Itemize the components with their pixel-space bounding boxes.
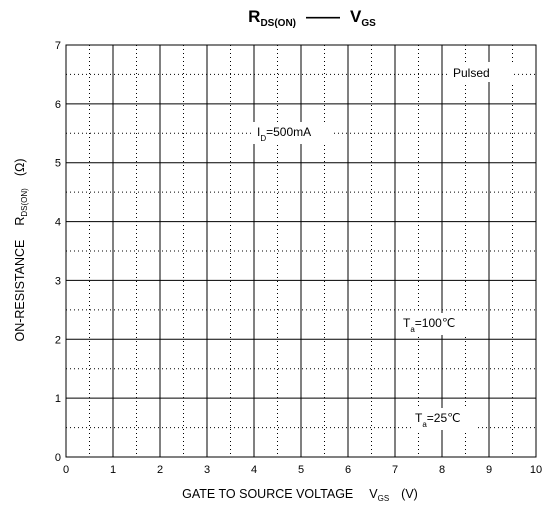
ta100-symbol: T	[403, 316, 411, 330]
x-tick-label: 1	[110, 464, 116, 476]
y-tick-label: 2	[55, 334, 61, 346]
x-tick-label: 10	[530, 464, 542, 476]
x-tick-label: 4	[251, 464, 257, 476]
title-vgs-symbol: V	[350, 7, 362, 26]
y-tick-label: 1	[55, 393, 61, 405]
title-rds-subscript: DS(ON)	[260, 18, 296, 29]
minor-grid	[66, 45, 536, 457]
x-tick-label: 5	[298, 464, 304, 476]
ta100-label: Ta=100℃	[403, 316, 455, 334]
ta25-label-bg	[411, 408, 475, 430]
y-axis-subscript: DS(ON)	[20, 188, 29, 217]
pulsed-label-bg	[448, 62, 514, 82]
x-axis-subscript: GS	[378, 494, 390, 503]
plot-frame	[65, 44, 537, 458]
x-tick-label: 2	[157, 464, 163, 476]
y-tick-label: 0	[55, 452, 61, 464]
ta100-subscript: a	[410, 325, 415, 334]
x-tick-label: 6	[345, 464, 351, 476]
y-axis-unit: (Ω)	[13, 158, 27, 176]
x-tick-label: 9	[486, 464, 492, 476]
x-tick-label: 0	[63, 464, 69, 476]
ta25-value: =25℃	[427, 411, 461, 425]
major-grid	[66, 45, 536, 457]
id-label-bg	[252, 122, 332, 144]
title-rds-symbol: R	[248, 7, 260, 26]
x-tick-labels: 0 1 2 3 4 5 6 7 8 9 10	[63, 464, 542, 476]
x-axis-label-text: GATE TO SOURCE VOLTAGE	[182, 487, 353, 501]
title-separator: ——	[306, 7, 340, 26]
y-axis-label-text: ON-RESISTANCE	[13, 240, 27, 342]
id-symbol: I	[257, 125, 260, 139]
x-tick-label: 7	[392, 464, 398, 476]
ta25-subscript: a	[422, 420, 427, 429]
y-tick-label: 3	[55, 275, 61, 287]
ta25-label: Ta=25℃	[415, 411, 461, 429]
x-axis-unit: (V)	[401, 487, 418, 501]
y-tick-label: 4	[55, 217, 61, 229]
x-axis-label: GATE TO SOURCE VOLTAGE VGS (V)	[182, 487, 418, 503]
x-tick-label: 3	[204, 464, 210, 476]
ta100-value: =100℃	[415, 316, 456, 330]
pulsed-label: Pulsed	[453, 66, 490, 80]
id-label: ID=500mA	[257, 125, 311, 143]
ta100-label-bg	[398, 313, 472, 335]
y-tick-labels: 0 1 2 3 4 5 6 7	[55, 40, 61, 464]
id-subscript: D	[260, 134, 266, 143]
ta25-symbol: T	[415, 411, 423, 425]
y-tick-label: 7	[55, 40, 61, 52]
y-axis-symbol: R	[13, 217, 27, 226]
x-tick-label: 8	[439, 464, 445, 476]
y-tick-label: 6	[55, 99, 61, 111]
y-tick-label: 5	[55, 158, 61, 170]
y-axis-label: ON-RESISTANCE RDS(ON) (Ω)	[13, 158, 29, 341]
title-vgs-subscript: GS	[361, 18, 376, 29]
id-value: =500mA	[266, 125, 311, 139]
chart-title: RDS(ON) —— VGS	[248, 7, 376, 29]
x-axis-symbol: V	[369, 487, 378, 501]
